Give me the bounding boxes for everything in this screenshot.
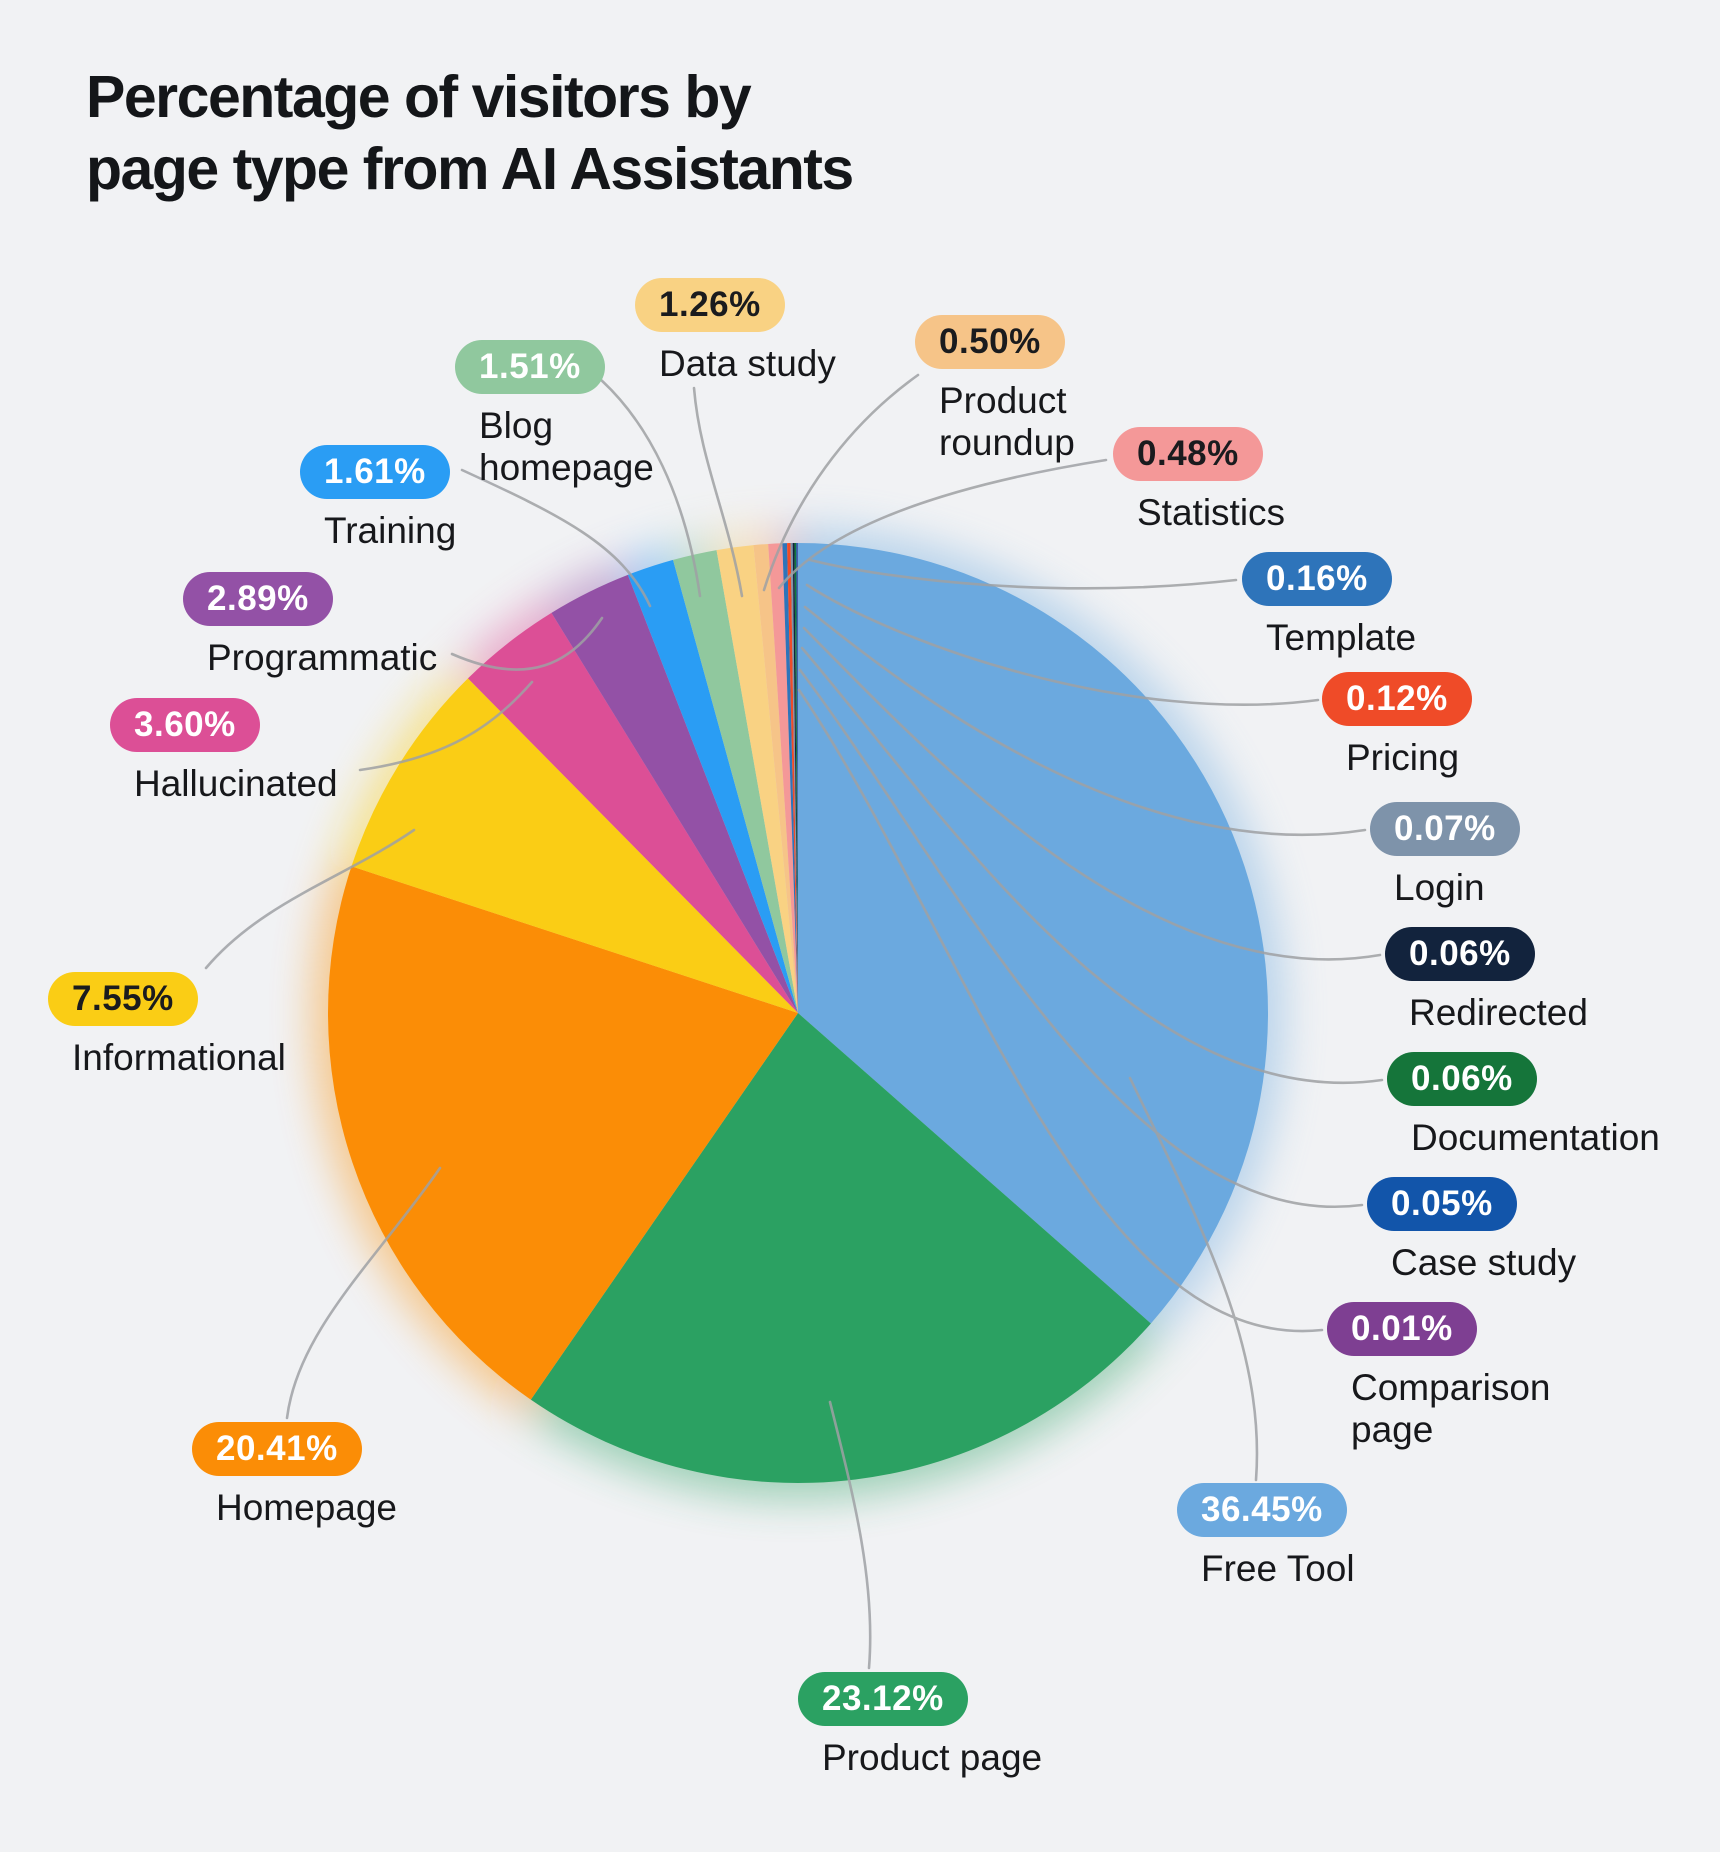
pie-slice-blog-homepage xyxy=(673,550,798,1013)
value-badge-programmatic: 2.89% xyxy=(183,572,333,626)
callout-redirected: 0.06% Redirected xyxy=(1385,927,1588,1034)
callout-homepage: 20.41% Homepage xyxy=(192,1422,397,1529)
connector-line-data-study xyxy=(692,386,744,598)
value-badge-product-page: 23.12% xyxy=(798,1672,968,1726)
value-badge-redirected: 0.06% xyxy=(1385,927,1535,981)
connector-lines xyxy=(204,370,1384,1670)
value-badge-template: 0.16% xyxy=(1242,552,1392,606)
callout-comparison-page: 0.01% Comparison page xyxy=(1327,1302,1550,1451)
slice-label-homepage: Homepage xyxy=(216,1487,398,1528)
connector-line-homepage xyxy=(285,1166,442,1420)
slice-label-training: Training xyxy=(324,510,457,551)
slice-label-blog-homepage: Blog homepage xyxy=(479,405,654,488)
value-badge-blog-homepage: 1.51% xyxy=(455,340,605,394)
connector-line-programmatic xyxy=(450,616,604,671)
connector-line-hallucinated xyxy=(358,680,534,772)
pie-slice-login xyxy=(790,543,798,1013)
callout-documentation: 0.06% Documentation xyxy=(1387,1052,1660,1159)
connector-line-login xyxy=(803,605,1367,836)
connector-line-comparison-page xyxy=(797,688,1324,1333)
value-badge-homepage: 20.41% xyxy=(192,1422,362,1476)
slice-label-pricing: Pricing xyxy=(1346,737,1460,778)
pie-slice-documentation xyxy=(794,543,798,1013)
slice-label-product-page: Product page xyxy=(822,1737,1043,1778)
value-badge-comparison-page: 0.01% xyxy=(1327,1302,1477,1356)
pie-slice-redirected xyxy=(792,543,798,1013)
callout-free-tool: 36.45% Free Tool xyxy=(1177,1483,1355,1590)
slice-label-programmatic: Programmatic xyxy=(207,637,438,678)
callout-programmatic: 2.89% Programmatic xyxy=(183,572,437,679)
value-badge-login: 0.07% xyxy=(1370,802,1520,856)
slice-label-statistics: Statistics xyxy=(1137,492,1286,533)
connector-line-documentation xyxy=(800,646,1384,1084)
callout-product-roundup: 0.50% Product roundup xyxy=(915,315,1075,464)
slice-label-product-roundup: Product roundup xyxy=(939,380,1075,463)
pie-slices xyxy=(328,542,1269,1483)
connector-line-product-page xyxy=(828,1400,872,1670)
pie-slice-training xyxy=(627,559,798,1013)
pie-slice-template xyxy=(782,543,798,1013)
pie-slice-pricing xyxy=(787,543,798,1013)
chart-title-line1: Percentage of visitors by xyxy=(86,64,752,130)
slice-label-data-study: Data study xyxy=(659,343,836,384)
pie-slice-statistics xyxy=(768,543,798,1013)
slice-label-hallucinated: Hallucinated xyxy=(134,763,338,804)
callout-product-page: 23.12% Product page xyxy=(798,1672,1042,1779)
connector-line-informational xyxy=(204,828,416,970)
callout-blog-homepage: 1.51% Blog homepage xyxy=(455,340,654,489)
connector-line-case-study xyxy=(798,668,1364,1209)
callout-template: 0.16% Template xyxy=(1242,552,1416,659)
callout-statistics: 0.48% Statistics xyxy=(1113,427,1285,534)
connector-line-redirected xyxy=(802,626,1382,961)
value-badge-data-study: 1.26% xyxy=(635,278,785,332)
slice-label-login: Login xyxy=(1394,867,1485,908)
slice-label-comparison-page: Comparison page xyxy=(1351,1367,1551,1450)
pie-slice-informational xyxy=(351,678,798,1013)
callout-login: 0.07% Login xyxy=(1370,802,1520,909)
value-badge-training: 1.61% xyxy=(300,445,450,499)
value-badge-pricing: 0.12% xyxy=(1322,672,1472,726)
connector-line-product-roundup xyxy=(762,373,920,592)
connector-line-blog-homepage xyxy=(590,370,702,598)
chart-title: Percentage of visitors by page type from … xyxy=(86,62,854,206)
slice-label-template: Template xyxy=(1266,617,1417,658)
value-badge-free-tool: 36.45% xyxy=(1177,1483,1347,1537)
pie-slice-case-study xyxy=(796,542,798,1013)
slice-label-informational: Informational xyxy=(72,1037,286,1078)
slice-label-case-study: Case study xyxy=(1391,1242,1577,1283)
callout-data-study: 1.26% Data study xyxy=(635,278,836,385)
callout-informational: 7.55% Informational xyxy=(48,972,286,1079)
connector-line-statistics xyxy=(777,458,1108,590)
pie-slice-data-study xyxy=(716,545,798,1013)
callout-pricing: 0.12% Pricing xyxy=(1322,672,1472,779)
pie-slice-product-roundup xyxy=(753,543,798,1013)
callout-training: 1.61% Training xyxy=(300,445,456,552)
pie-slice-homepage xyxy=(328,866,798,1400)
slice-label-free-tool: Free Tool xyxy=(1201,1548,1355,1589)
connector-line-template xyxy=(808,558,1238,590)
callout-case-study: 0.05% Case study xyxy=(1367,1177,1576,1284)
connector-line-training xyxy=(460,468,652,608)
value-badge-informational: 7.55% xyxy=(48,972,198,1026)
pie-slice-programmatic xyxy=(551,574,798,1013)
value-badge-case-study: 0.05% xyxy=(1367,1177,1517,1231)
value-badge-product-roundup: 0.50% xyxy=(915,315,1065,369)
value-badge-hallucinated: 3.60% xyxy=(110,698,260,752)
pie-slice-hallucinated xyxy=(467,612,798,1013)
connector-line-pricing xyxy=(805,583,1320,706)
slice-label-redirected: Redirected xyxy=(1409,992,1588,1033)
callout-hallucinated: 3.60% Hallucinated xyxy=(110,698,338,805)
pie-slice-product-page xyxy=(530,1013,1151,1483)
value-badge-statistics: 0.48% xyxy=(1113,427,1263,481)
chart-title-line2: page type from AI Assistants xyxy=(86,135,854,202)
slice-label-documentation: Documentation xyxy=(1411,1117,1660,1158)
value-badge-documentation: 0.06% xyxy=(1387,1052,1537,1106)
